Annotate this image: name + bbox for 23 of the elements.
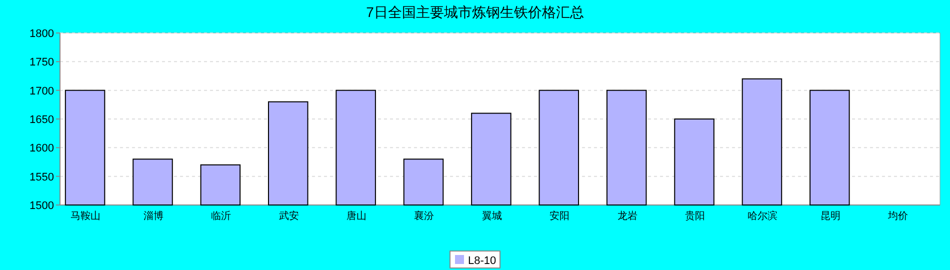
x-tick-label: 翼城 <box>482 210 502 222</box>
x-tick-label: 襄汾 <box>414 210 434 222</box>
y-tick-label: 1600 <box>30 142 54 155</box>
x-tick-label: 淄博 <box>143 210 164 222</box>
y-tick-label: 1550 <box>30 171 54 184</box>
y-tick-label: 1750 <box>30 56 54 69</box>
x-tick-label: 武安 <box>278 210 299 222</box>
legend-label: L8-10 <box>468 255 496 267</box>
x-tick-label: 均价 <box>887 210 908 222</box>
y-tick-label: 1650 <box>30 114 54 126</box>
x-tick-label: 昆明 <box>820 211 840 222</box>
x-tick-label: 安阳 <box>550 210 570 222</box>
x-tick-label: 唐山 <box>346 210 366 222</box>
y-tick-label: 1500 <box>30 200 54 212</box>
x-tick-label: 龙岩 <box>617 210 638 222</box>
x-tick-label: 马鞍山 <box>70 210 101 222</box>
chart-title: 7日全国主要城市炼钢生铁价格汇总 <box>366 4 584 20</box>
y-tick-label: 1700 <box>30 85 54 98</box>
x-tick-label: 哈尔滨 <box>748 210 778 222</box>
legend: L8-10 <box>450 250 500 268</box>
x-tick-label: 临沂 <box>211 210 232 222</box>
y-tick-label: 1800 <box>30 28 54 40</box>
x-tick-label: 贵阳 <box>684 210 705 222</box>
